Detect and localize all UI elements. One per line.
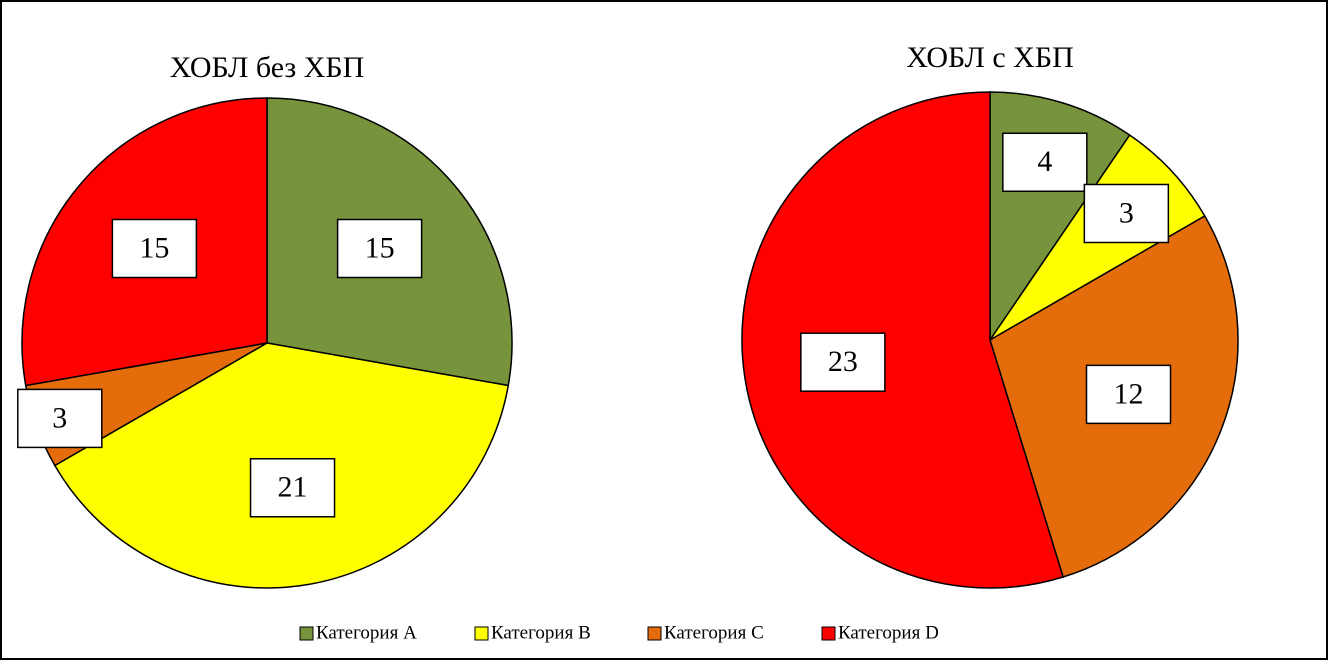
data-label-box	[1085, 364, 1172, 425]
data-label-box	[17, 388, 103, 449]
data-label-box	[249, 458, 336, 518]
data-label: 15	[365, 231, 395, 264]
chart-title: ХОБЛ с ХБП	[906, 41, 1074, 74]
legend-label: Категория D	[838, 622, 939, 643]
legend-swatch	[474, 626, 489, 641]
legend-swatch	[821, 626, 836, 641]
data-label: 4	[1037, 145, 1052, 178]
legend-label: Категория C	[664, 622, 764, 643]
data-label-box	[1002, 132, 1088, 193]
legend-label: Категория A	[316, 622, 417, 643]
data-label: 15	[139, 231, 169, 264]
data-label-box	[800, 332, 886, 392]
data-label: 3	[1119, 196, 1134, 229]
data-label: 3	[52, 401, 67, 434]
data-label-box	[111, 218, 198, 279]
legend-swatch	[647, 626, 662, 641]
legend-swatch	[299, 626, 314, 641]
data-label: 23	[828, 345, 858, 378]
data-label-box	[1083, 183, 1170, 244]
chart-title: ХОБЛ без ХБП	[170, 51, 365, 84]
data-label: 12	[1114, 377, 1144, 410]
data-label-box	[336, 218, 423, 279]
data-label: 21	[278, 471, 308, 504]
legend-label: Категория B	[491, 622, 591, 643]
pie-slice	[741, 91, 1065, 589]
